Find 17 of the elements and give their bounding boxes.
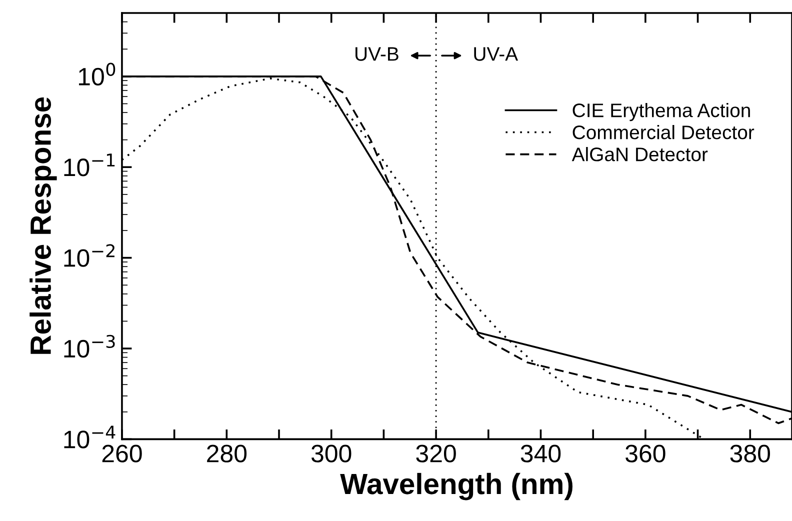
y-tick-label: 10$^{−1}$ xyxy=(64,154,115,176)
legend-label: Commercial Detector xyxy=(572,124,754,140)
annotation: UV-A xyxy=(474,47,518,61)
x-tick-label: 380 xyxy=(730,444,770,462)
x-tick-label: 360 xyxy=(626,444,666,462)
x-axis-title: Wavelength (nm) xyxy=(340,472,572,500)
x-tick-label: 280 xyxy=(207,444,247,462)
legend-label: CIE Erythema Action xyxy=(572,102,750,122)
y-tick-label: 10$^{0}$ xyxy=(79,62,116,86)
x-tick-label: 300 xyxy=(311,444,352,462)
legend-label: AlGaN Detector xyxy=(572,147,708,162)
annotation: UV-B xyxy=(356,47,398,61)
x-tick-label: 320 xyxy=(416,444,456,462)
x-tick-label: 340 xyxy=(520,444,561,462)
y-axis-title: Relative Response xyxy=(30,97,57,354)
y-tick-label: 10$^{−2}$ xyxy=(64,244,114,267)
y-tick-label: 10$^{−3}$ xyxy=(64,334,115,358)
